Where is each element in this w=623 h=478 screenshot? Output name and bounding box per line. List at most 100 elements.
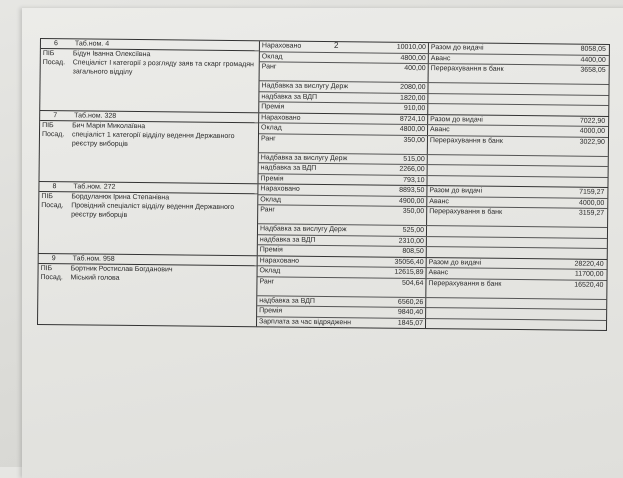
- summary-label: Аванс: [429, 197, 449, 205]
- position-line: Посад. Міський голова: [38, 272, 256, 283]
- summary-value: [561, 177, 607, 187]
- position-label: Посад.: [40, 273, 63, 281]
- employee-position: Міський голова: [70, 273, 120, 282]
- employee-position: Провідний спеціаліст відділу ведення Дер…: [71, 202, 235, 219]
- payment-label: Ранг: [259, 277, 275, 285]
- payment-value: 12615,89: [351, 267, 427, 278]
- payment-value: 8893,50: [352, 185, 428, 196]
- summary-label: Разом до видачі: [429, 187, 483, 195]
- position-label: Посад.: [41, 130, 65, 138]
- record-number: 9: [51, 254, 56, 262]
- payment-value: 808,50: [351, 246, 427, 257]
- summary-label: [427, 237, 561, 248]
- employee-record: 9 Таб.ном. 958 ПІБ Бортник Ростислав Богдан…: [36, 253, 608, 331]
- employee-record: 8 Таб.ном. 272 ПІБ Бордуланюк Ірина Степані…: [37, 181, 609, 260]
- summary-label: Аванс: [428, 269, 449, 277]
- summary-value: [560, 320, 606, 330]
- summary-value: [560, 309, 606, 319]
- summary-label: [427, 226, 561, 237]
- summary-value: 3658,05: [580, 66, 606, 74]
- tab-number: Таб.ном. 958: [72, 254, 115, 263]
- summary-label: [428, 155, 562, 166]
- page-number: 2: [334, 41, 339, 50]
- payment-value: 2266,00: [352, 164, 428, 175]
- summary-value: [561, 238, 607, 248]
- payment-label: Надбавка за вислугу Держ: [261, 82, 349, 91]
- payment-label: Оклад: [261, 52, 283, 61]
- payment-value: 350,00: [352, 206, 428, 226]
- summary-value: [561, 248, 607, 258]
- payment-value: 4900,00: [352, 195, 428, 207]
- summary-label: Разом до видачі: [430, 115, 483, 124]
- record-number: 6: [53, 40, 58, 48]
- payment-label: Оклад: [260, 195, 282, 204]
- payment-value: 525,00: [351, 225, 428, 236]
- position-line: Посад. спеціаліст 1 категорії відділу вед…: [40, 130, 258, 150]
- payment-label: надбавка за ВДП: [261, 92, 318, 101]
- summary-value: 4000,00: [579, 127, 606, 135]
- payment-label: Премія: [260, 174, 284, 183]
- pib-label: ПІБ: [40, 264, 53, 272]
- summary-value: 28220,40: [574, 260, 604, 268]
- payment-label: Нараховано: [260, 185, 300, 193]
- summary-label: [426, 319, 560, 330]
- payment-label: Оклад: [261, 124, 282, 132]
- employee-record: 6 Таб.ном. 4 ПІБ Бідун Іванна Олексіївна Пос…: [39, 38, 610, 117]
- payment-label: Ранг: [260, 134, 276, 142]
- payment-label: Зарплата за час відрядження: [259, 317, 352, 326]
- payment-value: 1845,07: [350, 317, 427, 329]
- summary-label: [428, 104, 562, 115]
- employee-info: 8 Таб.ном. 272 ПІБ Бордуланюк Ірина Степані…: [37, 181, 258, 255]
- pib-label: ПІБ: [42, 50, 55, 58]
- employee-info: 7 Таб.ном. 328 ПІБ Бич Марія Миколаївна Поса…: [38, 110, 259, 184]
- summary-label: Перерахування в банк: [429, 208, 503, 216]
- summary-value: 3022,90: [579, 138, 605, 146]
- payment-label: Премія: [259, 307, 283, 315]
- payment-grid: Нараховано 8893,50 Разом до видачі 7159,27 О…: [256, 184, 609, 259]
- payment-grid: Нараховано 10010,00 Разом до видачі 8058,05…: [258, 41, 610, 116]
- payment-label: Ранг: [260, 206, 275, 214]
- employee-info: 6 Таб.ном. 4 ПІБ Бідун Іванна Олексіївна Пос…: [39, 38, 259, 112]
- employee-position: спеціаліст 1 категорії відділу ведення Д…: [71, 130, 235, 148]
- position-label: Посад.: [41, 202, 64, 210]
- employee-record: 7 Таб.ном. 328 ПІБ Бич Марія Миколаївна Поса…: [38, 110, 610, 188]
- summary-label: Разом до видачі: [430, 44, 484, 52]
- payment-value: 8724,10: [353, 113, 429, 125]
- record-number: 7: [53, 111, 58, 119]
- summary-value: 16520,40: [574, 281, 604, 289]
- summary-label: Разом до видачі: [428, 258, 482, 267]
- payment-label: Надбавка за вислугу Держ: [259, 225, 347, 234]
- payment-value: 350,00: [352, 134, 428, 154]
- payment-value: 4800,00: [353, 52, 429, 64]
- summary-value: 4000,00: [578, 199, 605, 207]
- summary-value: [562, 95, 608, 105]
- payment-grid: Нараховано 8724,10 Разом до видачі 7022,90 О…: [257, 112, 610, 187]
- payment-value: 6560,26: [351, 296, 427, 308]
- payment-label: Ранг: [261, 63, 277, 71]
- payment-value: 910,00: [353, 103, 429, 114]
- summary-value: [562, 166, 608, 176]
- payment-label: надбавка за ВДП: [259, 235, 316, 244]
- summary-label: Аванс: [430, 54, 451, 62]
- payment-label: Премія: [261, 103, 285, 111]
- employee-position: Спеціаліст І категорії з розгляду заяв т…: [72, 59, 254, 76]
- payment-label: Нараховано: [259, 256, 300, 265]
- position-line: Посад. Провідний спеціаліст відділу веден…: [39, 201, 257, 221]
- summary-value: [560, 299, 606, 309]
- payment-value: 400,00: [353, 63, 429, 83]
- document-page: 2: [22, 8, 623, 478]
- summary-label: [427, 176, 561, 187]
- summary-label: Перерахування в банк: [429, 136, 503, 145]
- summary-label: [428, 94, 562, 105]
- summary-label: Перерахування в банк: [430, 65, 504, 73]
- payment-value: 793,10: [352, 174, 428, 186]
- payment-label: надбавка за ВДП: [260, 164, 317, 172]
- payment-label: надбавка за ВДП: [259, 296, 316, 305]
- position-label: Посад.: [42, 59, 66, 67]
- summary-value: [562, 105, 608, 115]
- payment-value: 2080,00: [353, 82, 429, 93]
- summary-value: 3159,27: [578, 209, 605, 217]
- payment-value: 35056,40: [351, 256, 427, 268]
- record-number: 8: [52, 183, 57, 191]
- tab-number: Таб.ном. 272: [73, 183, 116, 191]
